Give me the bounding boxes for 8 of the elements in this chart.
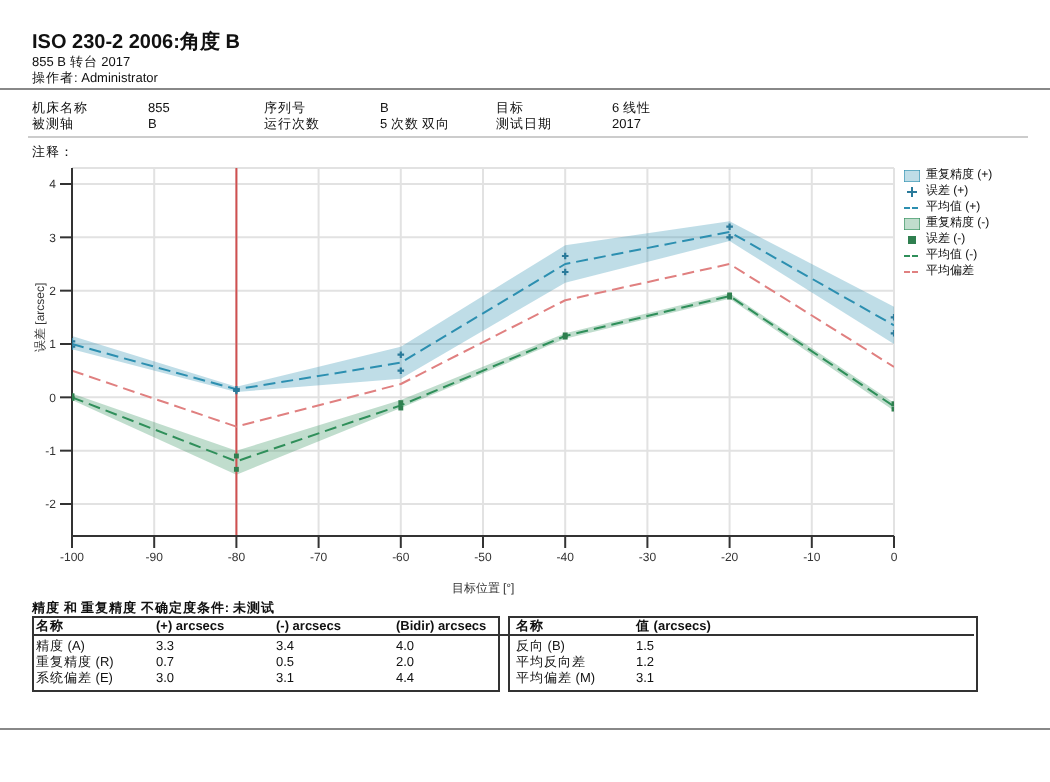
line-series: [72, 263, 894, 428]
point: [726, 234, 733, 241]
chart-title: ISO 230-2 2006:角度 B: [32, 28, 240, 55]
point: [233, 466, 239, 472]
point: [397, 351, 405, 358]
point: [398, 400, 404, 406]
point: [726, 223, 733, 230]
point: [397, 367, 405, 374]
